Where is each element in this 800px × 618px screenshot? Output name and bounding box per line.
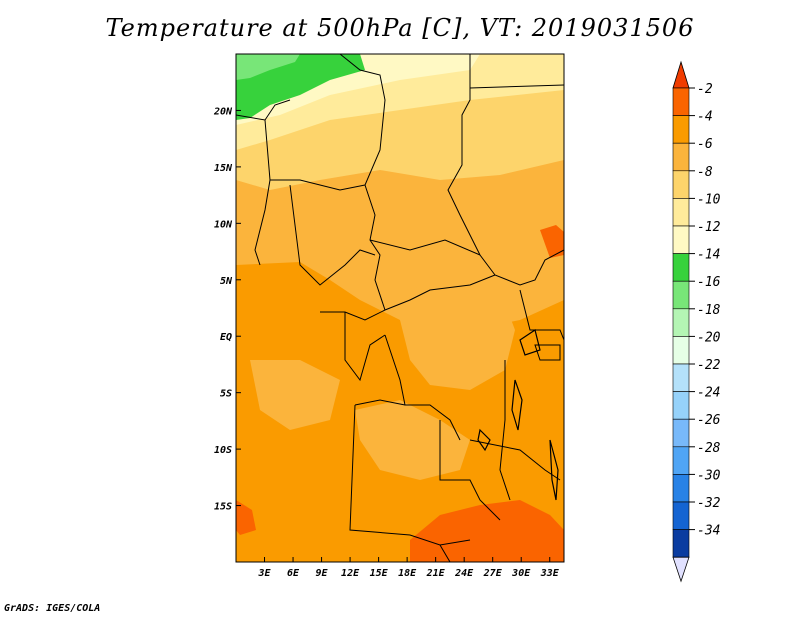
map-frame — [235, 53, 565, 563]
lat-label: 15N — [214, 163, 233, 174]
field-atlantic-patch — [250, 360, 340, 430]
field-cold-core — [236, 54, 300, 80]
colorbar-swatch — [672, 474, 690, 503]
lon-label: 18E — [398, 568, 417, 579]
colorbar-label: -32 — [697, 496, 721, 511]
lon-label: 12E — [341, 568, 360, 579]
lon-label: 15E — [370, 568, 389, 579]
colorbar-swatch — [672, 529, 690, 558]
latitude-axis: 20N 15N 10N 5N EQ 5S 10S 15S — [213, 106, 241, 513]
lon-label: 30E — [511, 568, 531, 579]
lat-label: 5S — [220, 389, 232, 400]
colorbar-label: -18 — [697, 303, 721, 318]
lat-label: 5N — [220, 276, 233, 287]
colorbar-label: -28 — [697, 441, 721, 456]
colorbar-swatch — [672, 418, 690, 448]
lon-label: 33E — [540, 568, 560, 579]
colorbar-swatch — [672, 142, 690, 172]
colorbar-label: -8 — [697, 165, 713, 180]
field-angola-patch — [355, 400, 470, 480]
colorbar-swatch — [672, 391, 690, 420]
lakes — [477, 329, 559, 501]
colorbar-swatch — [672, 198, 690, 227]
field-hot-south — [410, 500, 564, 562]
country-borders — [236, 54, 564, 562]
lat-label: 10N — [214, 219, 233, 230]
lat-label: 20N — [213, 106, 233, 117]
colorbar-label: -22 — [697, 358, 721, 373]
colorbar-swatch — [672, 115, 690, 144]
colorbar-swatch — [672, 336, 690, 365]
lon-label: 6E — [287, 568, 300, 579]
colorbar-swatch — [672, 253, 690, 282]
lon-label: 27E — [483, 568, 503, 579]
colorbar-swatch — [672, 501, 690, 530]
lat-label: 15S — [214, 502, 232, 513]
colorbar-label: -2 — [697, 82, 713, 97]
colorbar-swatch — [672, 225, 690, 254]
colorbar-label: -30 — [697, 468, 721, 483]
temperature-field — [236, 54, 564, 562]
colorbar-swatch — [672, 363, 690, 392]
field-congo-patch — [400, 280, 515, 390]
field-hot-east — [540, 225, 564, 258]
lon-label: 21E — [426, 568, 446, 579]
lon-label: 9E — [316, 568, 329, 579]
map-title: Temperature at 500hPa [C], VT: 201903150… — [105, 14, 695, 42]
colorbar-swatch — [672, 446, 690, 475]
field-hot-west — [236, 500, 256, 535]
colorbar-swatch — [672, 87, 690, 116]
colorbar-label: -4 — [697, 110, 713, 125]
lat-label: 10S — [214, 445, 232, 456]
lon-label: 24E — [454, 568, 474, 579]
colorbar-label: -20 — [697, 330, 721, 345]
colorbar-swatch — [672, 308, 690, 337]
colorbar: -2 -4 -6 -8 -10 -12 -14 -16 -18 -20 -22 -24 -26 -28 -3… — [672, 60, 721, 583]
lat-label: EQ — [220, 332, 232, 343]
longitude-axis: 3E 6E 9E 12E 15E 18E 21E 24E 27E 30E 33E — [257, 557, 560, 579]
colorbar-label: -26 — [697, 413, 721, 428]
colorbar-label: -6 — [697, 137, 713, 152]
colorbar-label: -12 — [697, 220, 721, 235]
colorbar-swatch — [672, 170, 690, 199]
lon-label: 3E — [257, 568, 271, 579]
colorbar-swatch — [672, 280, 690, 310]
colorbar-bottom-arrow — [672, 556, 690, 583]
colorbar-top-arrow — [672, 60, 690, 89]
colorbar-label: -34 — [697, 524, 720, 539]
footer-credit: GrADS: IGES/COLA — [4, 603, 101, 614]
colorbar-label: -16 — [697, 275, 721, 290]
colorbar-label: -10 — [697, 192, 721, 207]
colorbar-label: -24 — [697, 386, 720, 401]
colorbar-label: -14 — [697, 248, 720, 263]
